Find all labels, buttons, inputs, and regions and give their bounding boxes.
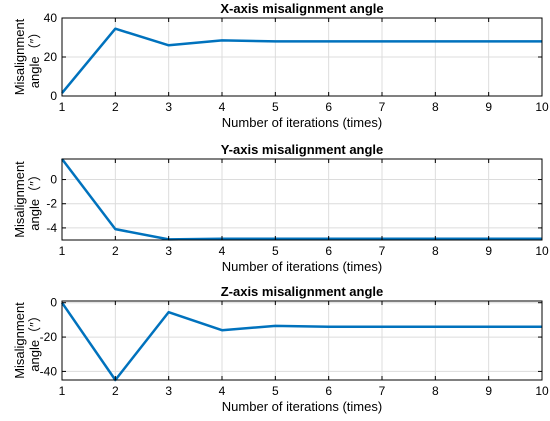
y-axis-label: Misalignmentangle（″） [12,18,42,95]
x-tick-label: 4 [219,244,226,258]
x-tick-label: 2 [112,100,119,114]
x-tick-label: 9 [485,384,492,398]
x-tick-label: 3 [165,244,172,258]
x-tick-label: 8 [432,244,439,258]
y-axis-label-line: angle（″） [27,168,42,230]
axes-frame [61,300,543,381]
x-tick-label: 2 [112,244,119,258]
y-tick-label: 20 [44,50,58,64]
x-tick-label: 6 [325,384,332,398]
x-axis-label: Number of iterations (times) [222,399,382,414]
y-axis-label: Misalignmentangle（″） [12,302,42,379]
series-line [60,302,542,382]
x-tick-label: 8 [432,384,439,398]
subplot-3: 1 2 3 4 5 6 7 8 9 10 -40 -20 0 Z-axis misalignment an… [12,284,549,414]
x-tick-label: 9 [485,100,492,114]
x-tick-label: 10 [535,100,549,114]
x-tick-label: 3 [165,100,172,114]
chart-title: Z-axis misalignment angle [221,284,384,299]
y-tick-label: -20 [40,330,58,344]
x-tick-label: 10 [535,384,549,398]
series-line [61,158,542,241]
x-tick-label: 7 [379,100,386,114]
y-axis-label-line: angle（″） [27,309,42,371]
x-tick-label: 5 [272,100,279,114]
y-axis-label-line: Misalignment [12,18,27,95]
x-tick-label: 4 [219,100,226,114]
x-tick-label: 5 [272,384,279,398]
y-tick-label: 0 [50,173,57,187]
x-tick-label: 1 [59,244,66,258]
x-axis-label: Number of iterations (times) [222,115,382,130]
x-tick-label: 6 [325,244,332,258]
y-tick-label: -40 [40,364,58,378]
x-tick-label: 3 [165,384,172,398]
y-tick-label: 0 [50,89,57,103]
subplot-2: 1 2 3 4 5 6 7 8 9 10 -4 -2 0 Y-axis misalignment angl… [12,142,549,274]
x-tick-label: 7 [379,384,386,398]
y-tick-label: 40 [44,11,58,25]
x-tick-label: 2 [112,384,119,398]
subplot-1: 1 2 3 4 5 6 7 8 9 10 0 20 40 X-axis misalignment angl… [12,1,549,130]
x-tick-label: 1 [59,384,66,398]
y-tick-label: -4 [46,221,57,235]
y-tick-label: 0 [50,296,57,310]
axes-frame [61,158,543,241]
x-tick-label: 1 [59,100,66,114]
x-axis-label: Number of iterations (times) [222,259,382,274]
chart-title: X-axis misalignment angle [220,1,383,16]
x-tick-label: 6 [325,100,332,114]
y-axis-label-line: Misalignment [12,302,27,379]
y-axis-label-line: Misalignment [12,161,27,238]
x-tick-label: 8 [432,100,439,114]
x-tick-label: 9 [485,244,492,258]
plot-area [62,159,542,240]
chart-title: Y-axis misalignment angle [221,142,384,157]
x-tick-label: 4 [219,384,226,398]
series-line [61,27,542,94]
plot-area [62,301,542,380]
x-tick-label: 7 [379,244,386,258]
y-axis-label: Misalignmentangle（″） [12,161,42,238]
y-axis-label-line: angle（″） [27,26,42,88]
y-tick-label: -2 [46,197,57,211]
x-tick-label: 10 [535,244,549,258]
x-tick-label: 5 [272,244,279,258]
